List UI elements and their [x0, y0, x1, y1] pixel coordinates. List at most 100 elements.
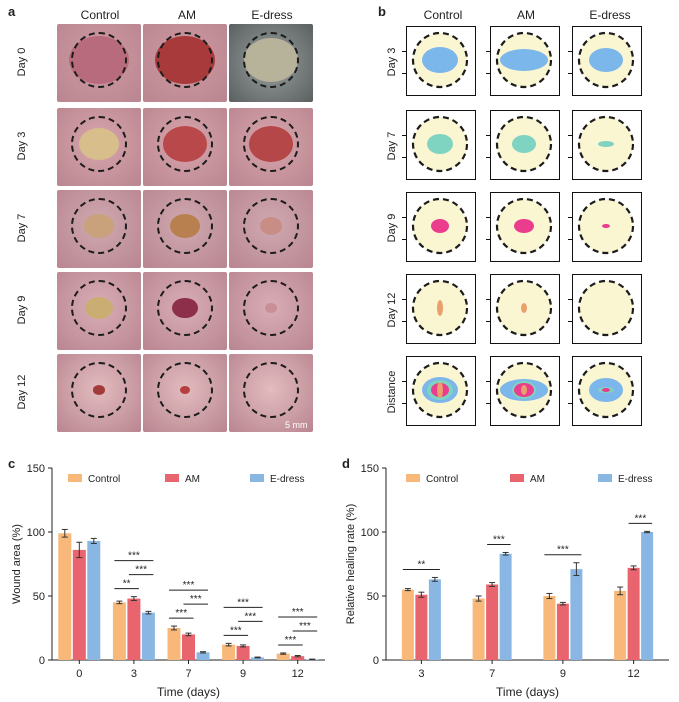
x-tick-label: 12: [292, 668, 304, 680]
significance-label: ***: [245, 611, 257, 622]
axis-tick: [568, 381, 572, 382]
x-tick-label: 9: [240, 668, 246, 680]
axis-tick: [568, 157, 572, 158]
trace-drawing: [577, 115, 635, 173]
wound-photo: [229, 354, 313, 432]
wound-photo: [229, 24, 313, 102]
bar: [72, 549, 86, 660]
photo-row-label: Day 3: [16, 131, 28, 161]
significance-label: ***: [635, 513, 647, 524]
axis-tick: [486, 135, 490, 136]
trace-col-am: AM: [517, 8, 535, 22]
trace-drawing: [577, 31, 635, 89]
significance-label: **: [123, 579, 131, 590]
axis-tick: [402, 321, 406, 322]
x-tick-label: 3: [418, 668, 424, 680]
trace-drawing: [411, 197, 469, 255]
trace-drawing: [411, 115, 469, 173]
significance-label: ***: [299, 621, 311, 632]
photo-row-label: Day 7: [16, 213, 28, 243]
significance-label: ***: [237, 597, 249, 608]
bar: [641, 532, 654, 660]
photo-col-edress: E-dress: [251, 8, 293, 22]
x-tick-label: 12: [628, 668, 640, 680]
bar: [276, 653, 290, 660]
y-tick-label: 150: [361, 463, 379, 475]
bar: [486, 584, 499, 660]
axis-tick: [402, 403, 406, 404]
x-tick-label: 3: [131, 668, 137, 680]
wound-photo: [143, 272, 227, 350]
axis-tick: [568, 321, 572, 322]
y-tick-label: 0: [373, 655, 379, 667]
wound-trace: [598, 141, 614, 147]
trace-drawing: [577, 197, 635, 255]
bar: [614, 590, 627, 660]
significance-label: ***: [557, 545, 569, 556]
wound-trace: [422, 47, 458, 73]
significance-label: **: [417, 559, 425, 570]
legend-label: E-dress: [618, 474, 652, 485]
axis-tick: [568, 51, 572, 52]
healing-rate-chart: 0 50 100 150 Relative healing rate (%) Time (…: [345, 463, 669, 699]
significance-label: ***: [493, 534, 505, 545]
bar: [415, 594, 428, 660]
legend-swatch: [68, 474, 82, 482]
photo-row-label: Day 9: [16, 295, 28, 325]
photo-row-label: Day 0: [16, 47, 28, 77]
trace-row-label: Day 12: [386, 292, 398, 328]
trace-col-control: Control: [423, 8, 463, 22]
axis-tick: [402, 217, 406, 218]
bar: [167, 628, 181, 660]
significance-label: ***: [135, 565, 147, 576]
wound-trace: [512, 135, 536, 153]
x-tick-label: 7: [489, 668, 495, 680]
significance-label: ***: [230, 625, 242, 636]
trace-drawing: [495, 31, 553, 89]
bar: [472, 598, 485, 660]
wound-photo: [57, 108, 141, 186]
trace-row-label: Day 7: [386, 131, 398, 161]
bar: [222, 644, 236, 660]
wound-photo: [143, 108, 227, 186]
x-axis-label: Time (days): [157, 685, 220, 699]
wound-trace: [602, 388, 610, 392]
legend-label: Control: [88, 474, 120, 485]
y-tick-label: 150: [27, 463, 45, 475]
bar: [87, 540, 101, 660]
legend-swatch: [165, 474, 179, 482]
wound-trace: [589, 48, 623, 72]
dashed-ring: [71, 116, 127, 172]
trace-box: [568, 274, 642, 344]
bar: [291, 656, 305, 660]
axis-tick: [486, 51, 490, 52]
bar: [543, 596, 556, 660]
wound-photo: [229, 272, 313, 350]
significance-label: ***: [190, 594, 202, 605]
dashed-ring: [157, 362, 213, 418]
trace-box: [486, 192, 560, 262]
dashed-ring: [243, 116, 299, 172]
bar: [58, 533, 72, 660]
significance-label: ***: [175, 608, 187, 619]
photo-row-label: Day 12: [16, 374, 28, 410]
legend-label: E-dress: [270, 474, 304, 485]
trace-row-label: Day 9: [386, 213, 398, 243]
trace-box: [402, 192, 476, 262]
axis-tick: [486, 403, 490, 404]
wound-photo: [57, 190, 141, 268]
dashed-ring: [157, 32, 213, 88]
trace-box: [486, 356, 560, 426]
dashed-ring: [157, 116, 213, 172]
photo-col-am: AM: [178, 8, 196, 22]
dashed-ring: [71, 280, 127, 336]
trace-box: [568, 110, 642, 180]
wound-photo: [57, 354, 141, 432]
axis-tick: [568, 239, 572, 240]
significance-label: ***: [183, 580, 195, 591]
wound-photo: [229, 108, 313, 186]
trace-drawing: [495, 279, 553, 337]
trace-drawing: [495, 361, 553, 419]
panel-label-d: d: [342, 456, 350, 471]
dashed-ring: [157, 280, 213, 336]
